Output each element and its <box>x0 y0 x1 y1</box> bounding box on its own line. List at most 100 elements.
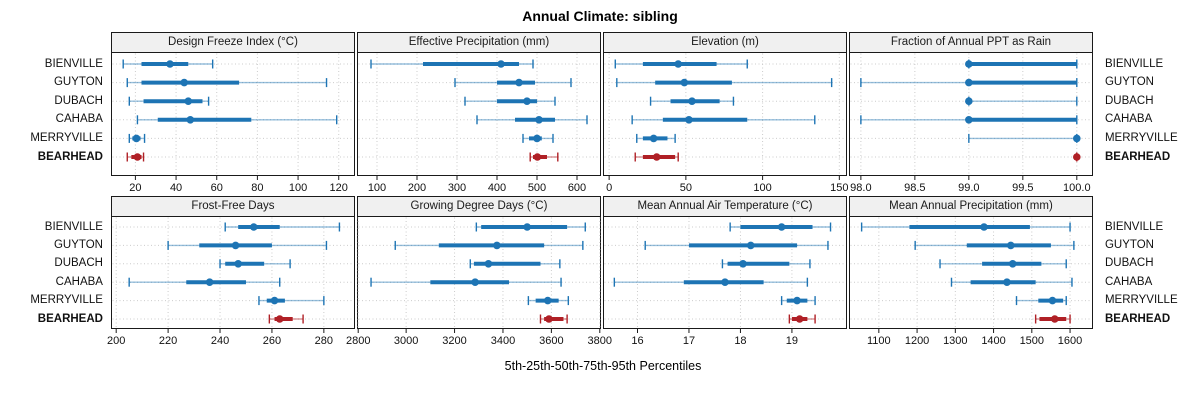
series-bienville <box>965 59 1078 69</box>
series-merryville <box>258 296 325 306</box>
panel-frame <box>110 216 355 329</box>
series-merryville <box>527 296 569 306</box>
series-guyton <box>167 240 328 250</box>
tick-label: 17 <box>683 335 695 347</box>
median-dot <box>234 260 242 268</box>
series-guyton <box>644 240 829 250</box>
median-dot <box>965 97 973 105</box>
series-bienville <box>224 222 341 232</box>
x-axis: 20 40 60 80 100 120 <box>129 176 348 194</box>
series-dubach <box>219 259 291 269</box>
median-dot <box>777 223 786 231</box>
series-bearhead <box>268 314 304 324</box>
median-dot <box>721 278 729 286</box>
panel-grid <box>850 217 1092 328</box>
panel-frame <box>110 52 355 176</box>
station-labels-left-row1: BIENVILLE GUYTON DUBACH CAHABA MERRYVILLE BEA… <box>0 32 111 194</box>
panel-effective-precipitation-mm-: Effective Precipitation (mm) 100 200 300 400… <box>356 32 601 194</box>
x-axis: 200 220 240 260 280 <box>107 329 333 347</box>
series-cahaba <box>950 277 1073 287</box>
x-axis: 98.0 98.5 99.0 99.5 100.0 <box>850 176 1091 194</box>
median-dot <box>674 60 682 68</box>
chart-title: Annual Climate: sibling <box>522 8 678 24</box>
median-dot <box>523 97 531 105</box>
panel-row-2: BIENVILLE GUYTON DUBACH CAHABA MERRYVILLE BEA… <box>0 196 1200 347</box>
panel-grid <box>604 217 846 328</box>
x-axis: 100 200 300 400 500 600 <box>368 176 586 194</box>
series-guyton <box>860 78 1078 88</box>
x-axis: 1100 1200 1300 1400 1500 1600 <box>867 329 1082 347</box>
station-label-left-cahaba: CAHABA <box>55 275 103 288</box>
series-bearhead <box>1072 152 1081 162</box>
median-dot <box>965 116 973 124</box>
series-bearhead <box>126 152 145 162</box>
median-dot <box>184 97 193 105</box>
panel-plot-frost-free-days: 200 220 240 260 280 <box>107 216 355 347</box>
series-bearhead <box>539 314 568 324</box>
panel-elevation-m-: Elevation (m) 0 50 100 150 <box>602 32 848 194</box>
series-dubach <box>939 259 1067 269</box>
station-label-left-bearhead: BEARHEAD <box>37 150 103 163</box>
tick-label: 300 <box>448 182 466 194</box>
station-label-right-merryville: MERRYVILLE <box>1104 294 1178 307</box>
tick-label: 1100 <box>867 335 891 347</box>
median-dot <box>1003 278 1011 286</box>
station-label-left-bienville: BIENVILLE <box>44 220 103 233</box>
series-guyton <box>914 240 1075 250</box>
tick-label: 1500 <box>1020 335 1044 347</box>
median-dot <box>793 296 801 305</box>
tick-label: 500 <box>528 182 546 194</box>
median-dot <box>680 78 689 87</box>
tick-label: 1200 <box>905 335 929 347</box>
series-merryville <box>636 133 676 143</box>
tick-label: 100 <box>753 182 771 194</box>
median-dot <box>166 60 174 68</box>
series-bearhead <box>788 314 816 324</box>
station-label-right-dubach: DUBACH <box>1104 94 1154 107</box>
station-label-right-cahaba: CAHABA <box>1104 113 1153 126</box>
panel-frame <box>356 52 601 176</box>
series-cahaba <box>476 115 588 125</box>
panel-plot-fraction-of-annual-ppt-as-rain: 98.0 98.5 99.0 99.5 100.0 <box>848 52 1093 194</box>
median-dot <box>965 60 973 68</box>
panel-plot-effective-precipitation-mm-: 100 200 300 400 500 600 <box>356 52 601 194</box>
tick-label: 240 <box>211 335 229 347</box>
panel-plot-growing-degree-days-c-: 2800 3000 3200 3400 3600 3800 <box>346 216 612 347</box>
series-guyton <box>616 78 833 88</box>
median-dot <box>649 134 658 143</box>
median-dot <box>275 315 284 323</box>
station-label-right-bearhead: BEARHEAD <box>1104 150 1171 163</box>
x-axis: 16 17 18 19 <box>631 329 798 347</box>
panel-strip-frost-free-days: Frost-Free Days <box>110 196 355 216</box>
tick-label: 1600 <box>1058 335 1082 347</box>
tick-label: 99.0 <box>958 182 979 194</box>
tick-label: 150 <box>830 182 848 194</box>
tick-label: 40 <box>170 182 182 194</box>
median-dot <box>180 78 188 87</box>
tick-label: 3000 <box>394 335 418 347</box>
median-dot <box>543 296 552 305</box>
station-label-right-bienville: BIENVILLE <box>1104 57 1164 70</box>
panel-frame <box>602 216 847 329</box>
series-cahaba <box>136 115 338 125</box>
tick-label: 18 <box>734 335 746 347</box>
series-bienville <box>860 222 1071 232</box>
series-merryville <box>1015 296 1067 306</box>
tick-label: 100 <box>289 182 307 194</box>
station-label-left-bienville: BIENVILLE <box>44 57 103 70</box>
median-dot <box>249 223 258 231</box>
tick-label: 200 <box>408 182 426 194</box>
station-label-left-bearhead: BEARHEAD <box>37 312 103 325</box>
tick-label: 16 <box>631 335 643 347</box>
panel-strip-design-freeze-index-c-: Design Freeze Index (°C) <box>110 32 355 52</box>
median-dot <box>1008 260 1017 268</box>
median-dot <box>980 223 988 231</box>
panel-plot-mean-annual-precipitation-mm-: 1100 1200 1300 1400 1500 1600 <box>848 216 1093 347</box>
series-bienville <box>614 59 748 69</box>
panel-plot-mean-annual-air-temperature-c-: 16 17 18 19 <box>602 216 847 347</box>
panel-fraction-of-annual-ppt-as-rain: Fraction of Annual PPT as Rain 98.0 98.5 99… <box>848 32 1093 194</box>
median-dot <box>1072 153 1081 161</box>
median-dot <box>688 97 696 105</box>
series-bienville <box>475 222 586 232</box>
panel-plot-elevation-m-: 0 50 100 150 <box>602 52 848 194</box>
